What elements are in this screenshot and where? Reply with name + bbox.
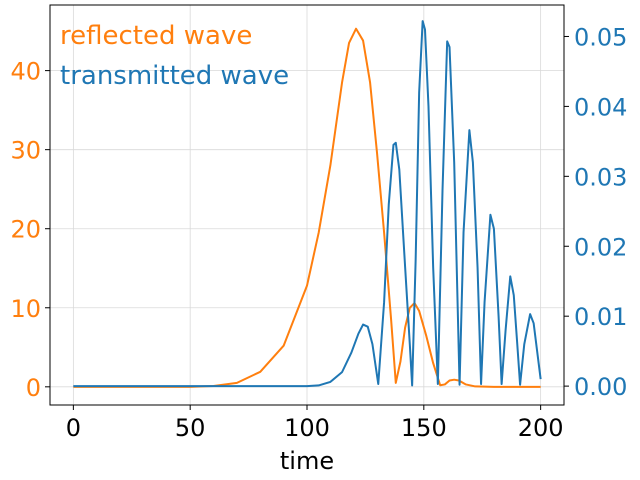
x-tick-label: 150 bbox=[401, 414, 447, 442]
series-line-reflected-wave bbox=[73, 27, 541, 388]
right-y-tick-label: 0.02 bbox=[574, 233, 627, 261]
legend-entry-transmitted-wave: transmitted wave bbox=[60, 61, 289, 91]
x-tick-label: 200 bbox=[518, 414, 564, 442]
right-y-tick-label: 0.01 bbox=[574, 303, 627, 331]
series-layer bbox=[73, 20, 542, 388]
x-tick-label: 100 bbox=[284, 414, 330, 442]
series-line-transmitted-wave bbox=[73, 20, 542, 388]
left-y-tick-label: 20 bbox=[10, 216, 41, 244]
left-y-tick-label: 30 bbox=[10, 137, 41, 165]
x-axis-label: time bbox=[280, 447, 334, 475]
right-y-tick-label: 0.04 bbox=[574, 93, 627, 121]
legend: reflected wave transmitted wave bbox=[60, 21, 289, 91]
legend-entry-reflected-wave: reflected wave bbox=[60, 21, 252, 51]
x-tick-label: 0 bbox=[66, 414, 81, 442]
right-y-tick-label: 0.03 bbox=[574, 163, 627, 191]
tick-layer: 0 50 100 150 200 0 10 20 30 40 0.00 0.01 0.02 0.03 0.0… bbox=[10, 23, 627, 442]
left-y-tick-label: 40 bbox=[10, 58, 41, 86]
x-tick-label: 50 bbox=[175, 414, 206, 442]
right-y-tick-label: 0.00 bbox=[574, 373, 627, 401]
left-y-tick-label: 10 bbox=[10, 295, 41, 323]
left-y-tick-label: 0 bbox=[26, 374, 41, 402]
right-y-tick-label: 0.05 bbox=[574, 23, 627, 51]
